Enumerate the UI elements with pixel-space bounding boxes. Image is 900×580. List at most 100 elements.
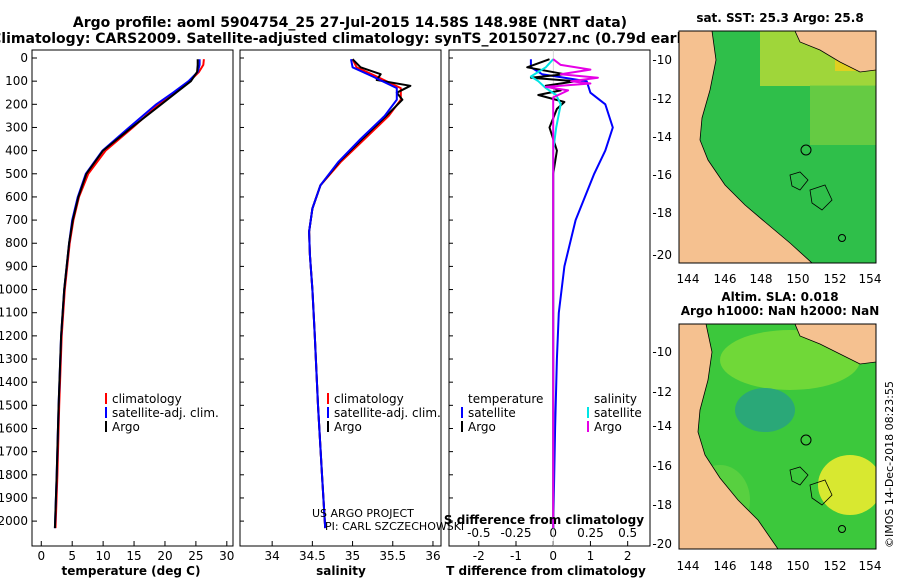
legend-label-s-argo: Argo bbox=[594, 420, 622, 434]
x-tick-label: 1 bbox=[587, 549, 595, 563]
salinity-legend: climatology satellite-adj. clim. Argo bbox=[327, 392, 441, 434]
sla-australia-land bbox=[679, 324, 779, 549]
salinity-xlabel: salinity bbox=[316, 564, 366, 578]
sst-lat-tick: -20 bbox=[652, 248, 672, 262]
depth-tick-label: 800 bbox=[5, 236, 28, 250]
sst-map bbox=[679, 31, 876, 263]
project-annotation-line1: US ARGO PROJECT bbox=[312, 507, 414, 520]
sst-australia-land bbox=[679, 31, 813, 263]
sst-png-land bbox=[794, 31, 876, 73]
legend-title-salinity: salinity bbox=[594, 392, 637, 406]
sst-mid-patch bbox=[810, 85, 876, 145]
project-annotation-line2: PI: CARL SZCZECHOWSKI bbox=[325, 520, 464, 533]
depth-tick-label: 300 bbox=[5, 120, 28, 134]
difference-legend: temperature salinity satellite Argo sate… bbox=[461, 392, 642, 434]
sst-reef-outlines bbox=[789, 171, 833, 211]
x-tick-label: 15 bbox=[126, 549, 141, 563]
temperature-satellite-line bbox=[53, 59, 201, 529]
legend-label-argo: Argo bbox=[112, 420, 140, 434]
depth-tick-label: 400 bbox=[5, 144, 28, 158]
sla-lat-tick: -10 bbox=[652, 345, 672, 359]
sla-map-title-2: Argo h1000: NaN h2000: NaN bbox=[681, 304, 880, 318]
depth-tick-label: 1200 bbox=[0, 329, 28, 343]
depth-tick-label: 900 bbox=[5, 259, 28, 273]
salinity-panel-frame bbox=[239, 49, 442, 547]
depth-tick-label: 600 bbox=[5, 190, 28, 204]
x-tick-label: 0 bbox=[549, 549, 557, 563]
t-diff-satellite-line bbox=[529, 59, 614, 529]
x-tick-label: 2 bbox=[624, 549, 632, 563]
depth-tick-label: 100 bbox=[5, 74, 28, 88]
sst-argo-position-marker bbox=[800, 144, 812, 156]
sst-lon-tick: 146 bbox=[714, 272, 737, 286]
sst-lon-tick: 154 bbox=[859, 272, 882, 286]
sla-lon-tick: 154 bbox=[859, 559, 882, 573]
depth-tick-label: 500 bbox=[5, 167, 28, 181]
t-diff-argo-line bbox=[526, 58, 577, 529]
sst-lon-tick: 152 bbox=[824, 272, 847, 286]
legend-label-argo: Argo bbox=[334, 420, 362, 434]
sla-lat-tick: -16 bbox=[652, 459, 672, 473]
sla-argo-position-marker bbox=[800, 434, 812, 446]
x-tick-label: 25 bbox=[188, 549, 203, 563]
depth-tick-label: 1000 bbox=[0, 283, 28, 297]
temperature-argo-line bbox=[53, 59, 199, 529]
legend-label-satellite: satellite-adj. clim. bbox=[334, 406, 441, 420]
depth-tick-label: 2000 bbox=[0, 514, 28, 528]
x-tick-label: 5 bbox=[68, 549, 76, 563]
legend-label-t-satellite: satellite bbox=[468, 406, 516, 420]
sla-lon-tick: 152 bbox=[824, 559, 847, 573]
legend-title-temperature: temperature bbox=[468, 392, 543, 406]
sla-map-title-1: Altim. SLA: 0.018 bbox=[721, 290, 838, 304]
x-tick-label: 10 bbox=[95, 549, 110, 563]
sst-lat-tick: -10 bbox=[652, 53, 672, 67]
depth-tick-label: 1800 bbox=[0, 468, 28, 482]
depth-tick-label: 1100 bbox=[0, 306, 28, 320]
sst-lat-tick: -16 bbox=[652, 168, 672, 182]
depth-tick-label: 0 bbox=[20, 51, 28, 65]
legend-label-s-satellite: satellite bbox=[594, 406, 642, 420]
difference-panel-frame bbox=[448, 49, 651, 547]
salinity-climatology-line bbox=[308, 58, 402, 529]
temperature-panel-frame bbox=[31, 49, 234, 547]
header-line2: Climatology: CARS2009. Satellite-adjuste… bbox=[0, 31, 709, 47]
legend-label-t-argo: Argo bbox=[468, 420, 496, 434]
sla-map-frame bbox=[678, 323, 877, 550]
sla-secondary-marker bbox=[838, 525, 846, 533]
sst-lat-tick: -18 bbox=[652, 206, 672, 220]
sla-lon-tick: 150 bbox=[787, 559, 810, 573]
sst-lon-tick: 148 bbox=[750, 272, 773, 286]
x-tick-label: -1 bbox=[510, 549, 522, 563]
depth-tick-label: 1400 bbox=[0, 375, 28, 389]
sla-map bbox=[679, 324, 876, 549]
sla-lon-tick: 146 bbox=[714, 559, 737, 573]
legend-label-climatology: climatology bbox=[334, 392, 404, 406]
depth-tick-label: 700 bbox=[5, 213, 28, 227]
map-ticks: -10 -12 -14 -16 -18 -20 144 146 148 150 … bbox=[652, 53, 881, 573]
x-tick-label: 36 bbox=[425, 549, 440, 563]
x-tick-label: 20 bbox=[157, 549, 172, 563]
sla-low-patch bbox=[735, 388, 795, 432]
salinity-satellite-line bbox=[308, 59, 398, 529]
salinity-argo-line bbox=[308, 58, 412, 529]
sla-lon-tick: 148 bbox=[750, 559, 773, 573]
axes-layer: 0100200300400500600700800900100011001200… bbox=[0, 50, 637, 563]
x-tick-label: 35.5 bbox=[379, 549, 406, 563]
s-difference-xlabel: S difference from climatology bbox=[444, 513, 644, 527]
header-line1: Argo profile: aoml 5904754_25 27-Jul-201… bbox=[73, 15, 627, 31]
sst-lat-tick: -14 bbox=[652, 130, 672, 144]
sla-lon-tick: 144 bbox=[677, 559, 700, 573]
x-tick-label: 35 bbox=[345, 549, 360, 563]
depth-tick-label: 1300 bbox=[0, 352, 28, 366]
x-tick-label: 0 bbox=[37, 549, 45, 563]
sla-lat-tick: -18 bbox=[652, 498, 672, 512]
sla-lat-tick: -12 bbox=[652, 385, 672, 399]
s-tick-label: 0.25 bbox=[577, 526, 604, 540]
x-tick-label: -2 bbox=[473, 549, 485, 563]
depth-tick-label: 1500 bbox=[0, 398, 28, 412]
sst-map-frame bbox=[678, 30, 877, 264]
legend-label-climatology: climatology bbox=[112, 392, 182, 406]
temperature-xlabel: temperature (deg C) bbox=[62, 564, 201, 578]
depth-tick-label: 1600 bbox=[0, 421, 28, 435]
sla-png-land bbox=[794, 324, 876, 365]
